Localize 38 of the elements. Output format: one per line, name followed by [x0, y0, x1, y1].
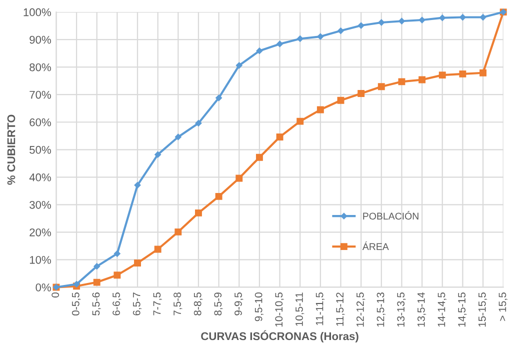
x-tick-label: 9-9,5 — [234, 292, 244, 316]
y-tick-label: 50% — [30, 146, 51, 154]
y-tick-label: 100% — [24, 8, 51, 16]
legend-label: POBLACIÓN — [363, 211, 418, 220]
x-tick-label: 13-13,5 — [397, 292, 406, 327]
legend-label: ÁREA — [362, 242, 389, 250]
y-tick-label: 70% — [30, 90, 51, 99]
x-tick-label: 6,5-7 — [132, 292, 142, 316]
y-tick-label: 80% — [30, 63, 51, 72]
y-tick-label: 30% — [30, 200, 51, 209]
x-tick-label: 11-11,5 — [316, 292, 324, 326]
x-tick-label: > 15,5 — [498, 292, 508, 321]
x-tick-label: 6-6,5 — [112, 292, 122, 316]
x-tick-label: 14,5-15 — [458, 292, 467, 327]
x-tick-label: 5,5-6 — [92, 292, 101, 316]
x-tick-label: 0-5,5 — [72, 292, 81, 316]
y-tick-label: 10% — [30, 256, 51, 264]
y-tick-label: 0% — [36, 284, 51, 292]
x-tick-label: 10-10,5 — [275, 292, 284, 327]
x-tick-label: 13,5-14 — [417, 292, 426, 327]
y-axis-title: % CUBIERTO — [7, 114, 16, 185]
y-tick-label: 20% — [30, 228, 51, 236]
y-tick-label: 90% — [30, 36, 51, 44]
x-tick-label: 11,5-12 — [336, 292, 345, 326]
x-tick-label: 9,5-10 — [254, 292, 264, 322]
x-tick-label: 14-14,5 — [438, 292, 446, 327]
y-tick-label: 40% — [29, 173, 51, 182]
x-tick-label: 12,5-13 — [376, 292, 386, 327]
x-axis-title: CURVAS ISÓCRONAS (Horas) — [201, 330, 358, 342]
x-tick-label: 10,5-11 — [296, 292, 304, 326]
x-tick-label: 12-12,5 — [356, 292, 366, 327]
x-tick-label: 7,5-8 — [174, 292, 182, 316]
x-tick-label: 0 — [52, 292, 60, 298]
x-tick-label: 8,5-9 — [214, 292, 223, 316]
x-tick-label: 8-8,5 — [194, 292, 203, 316]
x-tick-label: 7-7,5 — [153, 292, 162, 316]
x-tick-label: 15-15,5 — [478, 292, 488, 327]
y-tick-label: 60% — [30, 118, 51, 126]
